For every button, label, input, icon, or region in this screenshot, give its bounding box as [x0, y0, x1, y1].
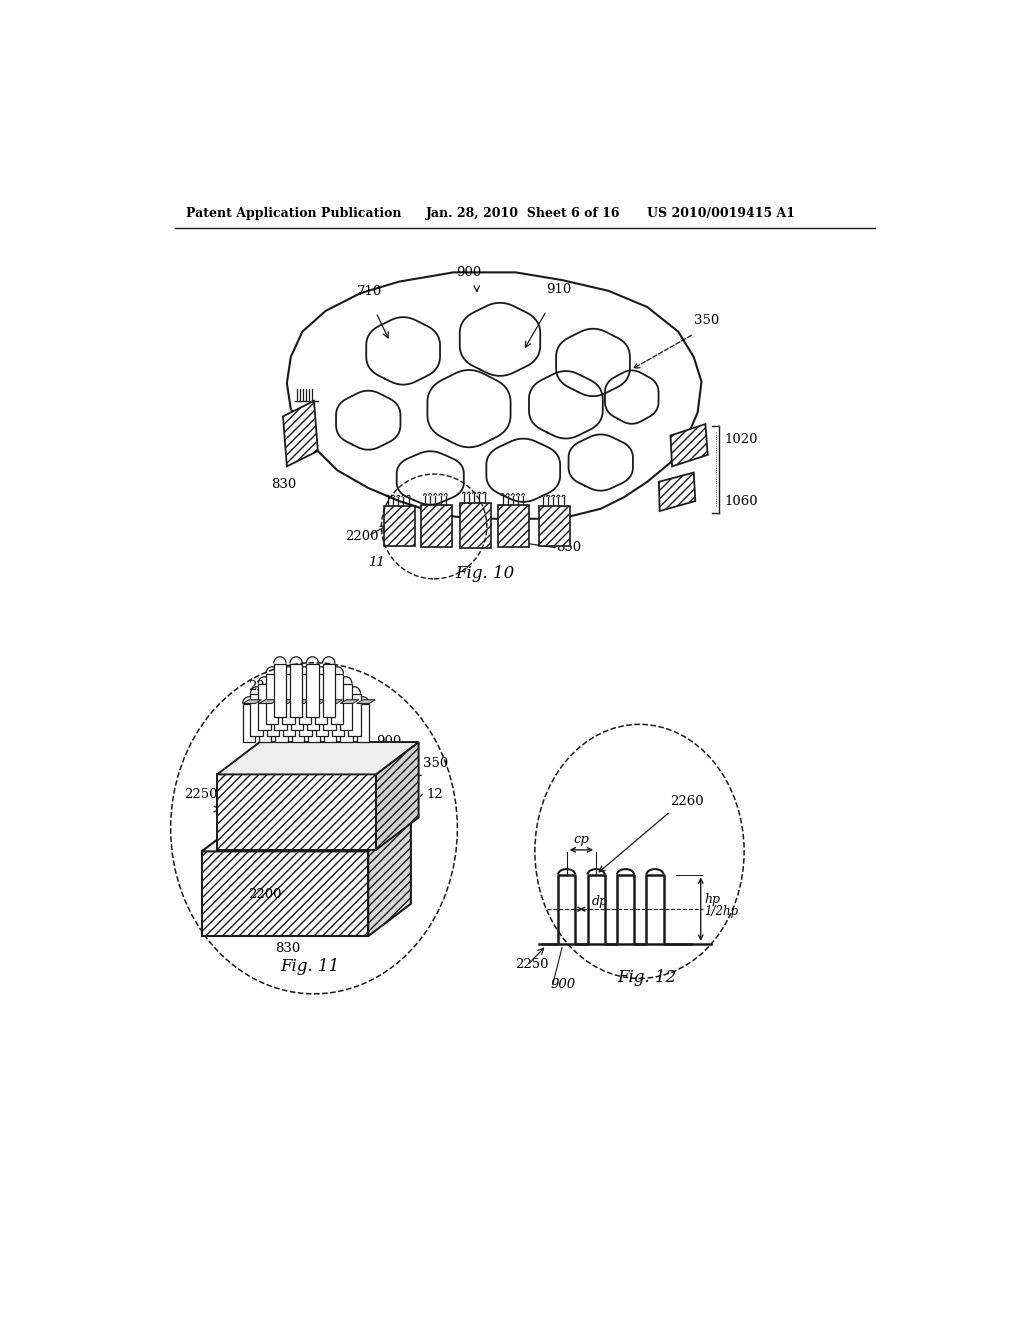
Polygon shape — [274, 684, 287, 730]
Polygon shape — [308, 704, 321, 742]
Polygon shape — [331, 673, 343, 723]
Polygon shape — [251, 693, 263, 737]
Polygon shape — [460, 503, 490, 548]
Polygon shape — [243, 700, 261, 704]
Polygon shape — [376, 742, 419, 850]
Polygon shape — [315, 693, 328, 737]
Text: 850: 850 — [556, 541, 581, 554]
Text: 2200: 2200 — [345, 529, 379, 543]
Text: 350: 350 — [423, 756, 447, 770]
Polygon shape — [283, 401, 317, 466]
Polygon shape — [259, 700, 278, 704]
Polygon shape — [283, 673, 295, 723]
Text: 1020: 1020 — [725, 433, 758, 446]
Text: hp: hp — [705, 894, 721, 906]
Polygon shape — [307, 684, 319, 730]
Polygon shape — [275, 700, 294, 704]
Text: 830: 830 — [275, 941, 300, 954]
Polygon shape — [283, 693, 295, 737]
Text: Fig. 10: Fig. 10 — [455, 565, 514, 582]
Polygon shape — [348, 693, 360, 737]
Polygon shape — [243, 704, 255, 742]
Polygon shape — [499, 506, 529, 548]
Text: 1060: 1060 — [725, 495, 759, 508]
Polygon shape — [292, 700, 310, 704]
Polygon shape — [324, 684, 336, 730]
Polygon shape — [384, 507, 415, 546]
Text: 830: 830 — [271, 478, 297, 491]
Polygon shape — [324, 700, 343, 704]
Polygon shape — [421, 506, 452, 548]
Text: 900: 900 — [457, 267, 481, 280]
Polygon shape — [369, 818, 411, 936]
Polygon shape — [332, 693, 344, 737]
Text: 900: 900 — [376, 735, 401, 748]
Polygon shape — [306, 664, 318, 718]
Polygon shape — [671, 424, 708, 466]
Polygon shape — [340, 684, 352, 730]
Polygon shape — [202, 851, 369, 936]
Polygon shape — [324, 704, 337, 742]
Polygon shape — [539, 507, 569, 546]
Polygon shape — [275, 704, 288, 742]
Polygon shape — [323, 664, 335, 718]
Polygon shape — [217, 742, 419, 775]
Polygon shape — [266, 693, 280, 737]
Text: cp: cp — [573, 833, 590, 846]
Text: 2260: 2260 — [671, 795, 705, 808]
Polygon shape — [217, 775, 376, 850]
Polygon shape — [292, 704, 304, 742]
Text: 910: 910 — [547, 284, 571, 296]
Text: 2250: 2250 — [183, 788, 217, 800]
Polygon shape — [202, 818, 411, 851]
Text: 2200: 2200 — [248, 887, 282, 900]
Polygon shape — [258, 684, 270, 730]
Text: US 2010/0019415 A1: US 2010/0019415 A1 — [647, 207, 796, 220]
Polygon shape — [308, 700, 327, 704]
Polygon shape — [299, 693, 311, 737]
Polygon shape — [356, 704, 369, 742]
Text: 900: 900 — [550, 978, 575, 991]
Polygon shape — [299, 673, 311, 723]
Polygon shape — [273, 664, 286, 718]
Text: 1/2hp: 1/2hp — [705, 906, 738, 919]
Polygon shape — [314, 673, 328, 723]
Text: Fig. 11: Fig. 11 — [281, 958, 340, 974]
Polygon shape — [259, 704, 271, 742]
Text: Jan. 28, 2010  Sheet 6 of 16: Jan. 28, 2010 Sheet 6 of 16 — [426, 207, 621, 220]
Polygon shape — [266, 673, 279, 723]
Text: 350: 350 — [693, 314, 719, 327]
Text: 710: 710 — [356, 285, 382, 298]
Text: 2200: 2200 — [248, 810, 282, 824]
Polygon shape — [340, 700, 359, 704]
Polygon shape — [356, 700, 375, 704]
Text: dp: dp — [592, 895, 608, 908]
Polygon shape — [340, 704, 352, 742]
Text: Fig. 12: Fig. 12 — [617, 969, 677, 986]
Polygon shape — [291, 684, 303, 730]
Polygon shape — [658, 473, 695, 511]
Text: 11: 11 — [369, 557, 385, 569]
Text: 2250: 2250 — [515, 958, 549, 972]
Text: 2260: 2260 — [248, 680, 282, 693]
Text: Patent Application Publication: Patent Application Publication — [186, 207, 401, 220]
Polygon shape — [290, 664, 302, 718]
Text: 12: 12 — [426, 788, 443, 800]
